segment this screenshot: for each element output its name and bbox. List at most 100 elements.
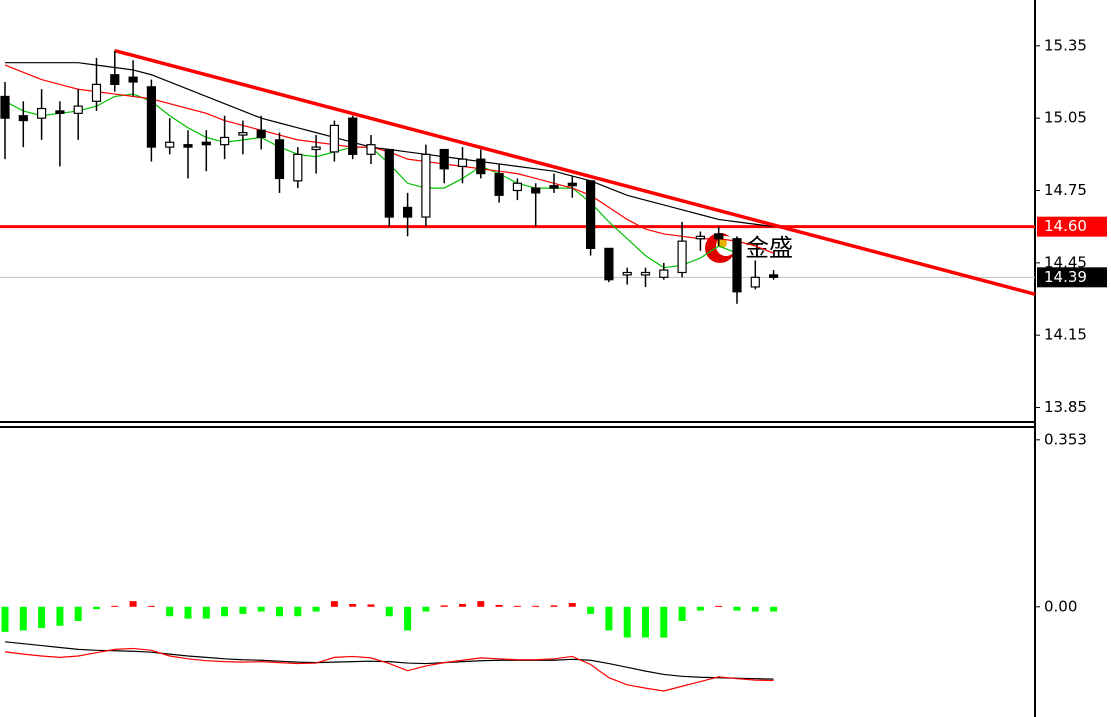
candle-body [165,141,175,148]
histogram-bar [404,606,412,631]
candle-body [476,158,486,175]
histogram-bar [38,606,46,629]
candle-body [220,136,230,146]
histogram-bar [111,605,119,607]
histogram-bar [166,606,174,617]
candle-body [732,238,742,293]
candle-body [403,206,413,218]
candle-body [750,276,760,288]
histogram-bar [385,606,393,617]
histogram-bar [642,606,649,638]
histogram-bar [349,603,357,607]
level-label-box [1037,216,1107,237]
candle-body [439,148,449,170]
histogram-bar [276,606,283,617]
histogram-bar [239,606,247,614]
candle-body [695,235,706,240]
y-tick-label: 15.35 [1044,36,1087,54]
histogram-bar [129,601,137,607]
histogram-bar [330,601,338,607]
candle-body [146,86,156,148]
histogram-bar [568,603,576,607]
histogram-bar [440,605,448,607]
candle-body [421,153,431,218]
candle-body [622,271,632,276]
candle-body [457,158,468,167]
candle-body [677,240,687,274]
histogram-bar [184,606,192,619]
candle-body [73,105,83,114]
candle-body [329,124,339,153]
histogram-bar [422,606,430,612]
candle-body [604,247,614,281]
candle-body [274,139,285,180]
y-tick-label: 13.85 [1044,398,1087,416]
candle-body [366,144,376,155]
histogram-bar [257,606,265,612]
candle-body [183,144,193,148]
histogram-bar [550,605,558,607]
candle-body [0,95,10,119]
candle-body [348,117,358,155]
histogram-bar [623,606,631,638]
histogram-bar [202,606,210,619]
y-tick-label: 14.15 [1044,326,1087,344]
level-label: 14.39 [1044,268,1087,286]
candle-body [640,271,651,276]
candle-body [36,107,47,119]
histogram-bar [459,603,466,607]
candle-body [512,182,523,192]
histogram-bar [19,606,27,631]
y-tick-label: 14.45 [1044,253,1087,271]
y-tick-label: 0.00 [1044,597,1077,615]
watermark: 金盛 [745,234,793,262]
histogram-bar [678,606,686,621]
ma-line [4,641,774,680]
histogram-bar [605,606,613,631]
histogram-bar [696,606,704,611]
candle-body [110,74,120,86]
candle-body [238,132,248,136]
candle-body [55,110,65,114]
histogram-bar [751,606,759,612]
histogram-bar [312,606,320,612]
y-tick-label: 15.05 [1044,109,1087,127]
histogram-bar [367,604,375,607]
y-tick-label: 0.353 [1044,430,1087,448]
level-label: 14.60 [1044,217,1087,235]
candle-body [659,269,669,278]
candle-body [256,129,266,139]
histogram-bar [221,606,229,617]
candle-body [128,76,138,83]
candle-body [494,173,504,196]
histogram-bar [1,606,9,632]
histogram-bar [733,606,741,611]
histogram-bar [477,601,485,607]
candle-body [768,274,779,278]
candle-body [714,233,724,240]
histogram-bar [770,606,778,612]
histogram-bar [660,606,668,638]
candle-body [384,148,394,218]
candle-body [91,83,102,102]
level-label-box [1037,267,1107,288]
trend-line [114,48,1036,296]
histogram-bar [513,605,521,607]
candle-body [18,115,28,122]
candle-body [531,187,541,194]
candle-body [585,180,596,249]
histogram-bar [294,606,302,617]
histogram-bar [532,605,540,607]
candle-body [549,185,559,189]
histogram-bar [74,606,82,621]
candle-body [311,146,321,151]
histogram-bar [587,606,595,614]
histogram-bar [147,605,155,607]
histogram-bar [93,606,100,610]
y-tick-label: 14.75 [1044,181,1087,199]
candle-body [201,141,211,146]
histogram-bar [495,604,503,607]
candle-body [567,182,577,187]
